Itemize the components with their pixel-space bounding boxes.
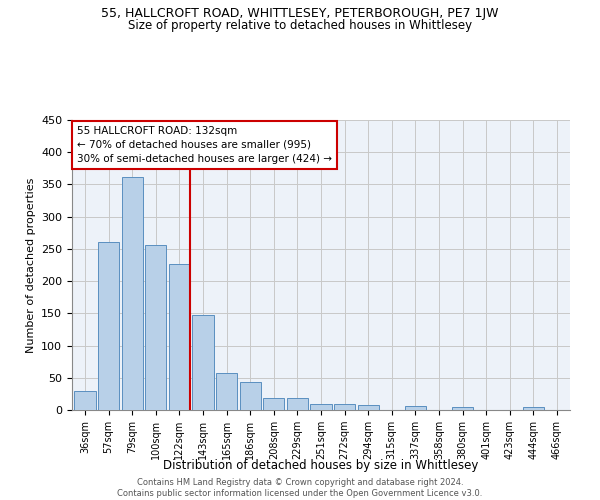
Bar <box>263 398 284 410</box>
Text: Distribution of detached houses by size in Whittlesey: Distribution of detached houses by size … <box>163 460 479 472</box>
Bar <box>405 406 426 410</box>
Bar <box>216 374 237 410</box>
Bar <box>523 408 544 410</box>
Bar <box>310 404 332 410</box>
Bar <box>358 406 379 410</box>
Text: 55, HALLCROFT ROAD, WHITTLESEY, PETERBOROUGH, PE7 1JW: 55, HALLCROFT ROAD, WHITTLESEY, PETERBOR… <box>101 8 499 20</box>
Bar <box>287 398 308 410</box>
Bar <box>334 404 355 410</box>
Y-axis label: Number of detached properties: Number of detached properties <box>26 178 35 352</box>
Text: 55 HALLCROFT ROAD: 132sqm
← 70% of detached houses are smaller (995)
30% of semi: 55 HALLCROFT ROAD: 132sqm ← 70% of detac… <box>77 126 332 164</box>
Text: Contains HM Land Registry data © Crown copyright and database right 2024.
Contai: Contains HM Land Registry data © Crown c… <box>118 478 482 498</box>
Bar <box>145 245 166 410</box>
Bar <box>122 176 143 410</box>
Bar <box>74 390 95 410</box>
Text: Size of property relative to detached houses in Whittlesey: Size of property relative to detached ho… <box>128 18 472 32</box>
Bar <box>193 314 214 410</box>
Bar <box>169 264 190 410</box>
Bar <box>98 242 119 410</box>
Bar <box>452 408 473 410</box>
Bar <box>239 382 261 410</box>
